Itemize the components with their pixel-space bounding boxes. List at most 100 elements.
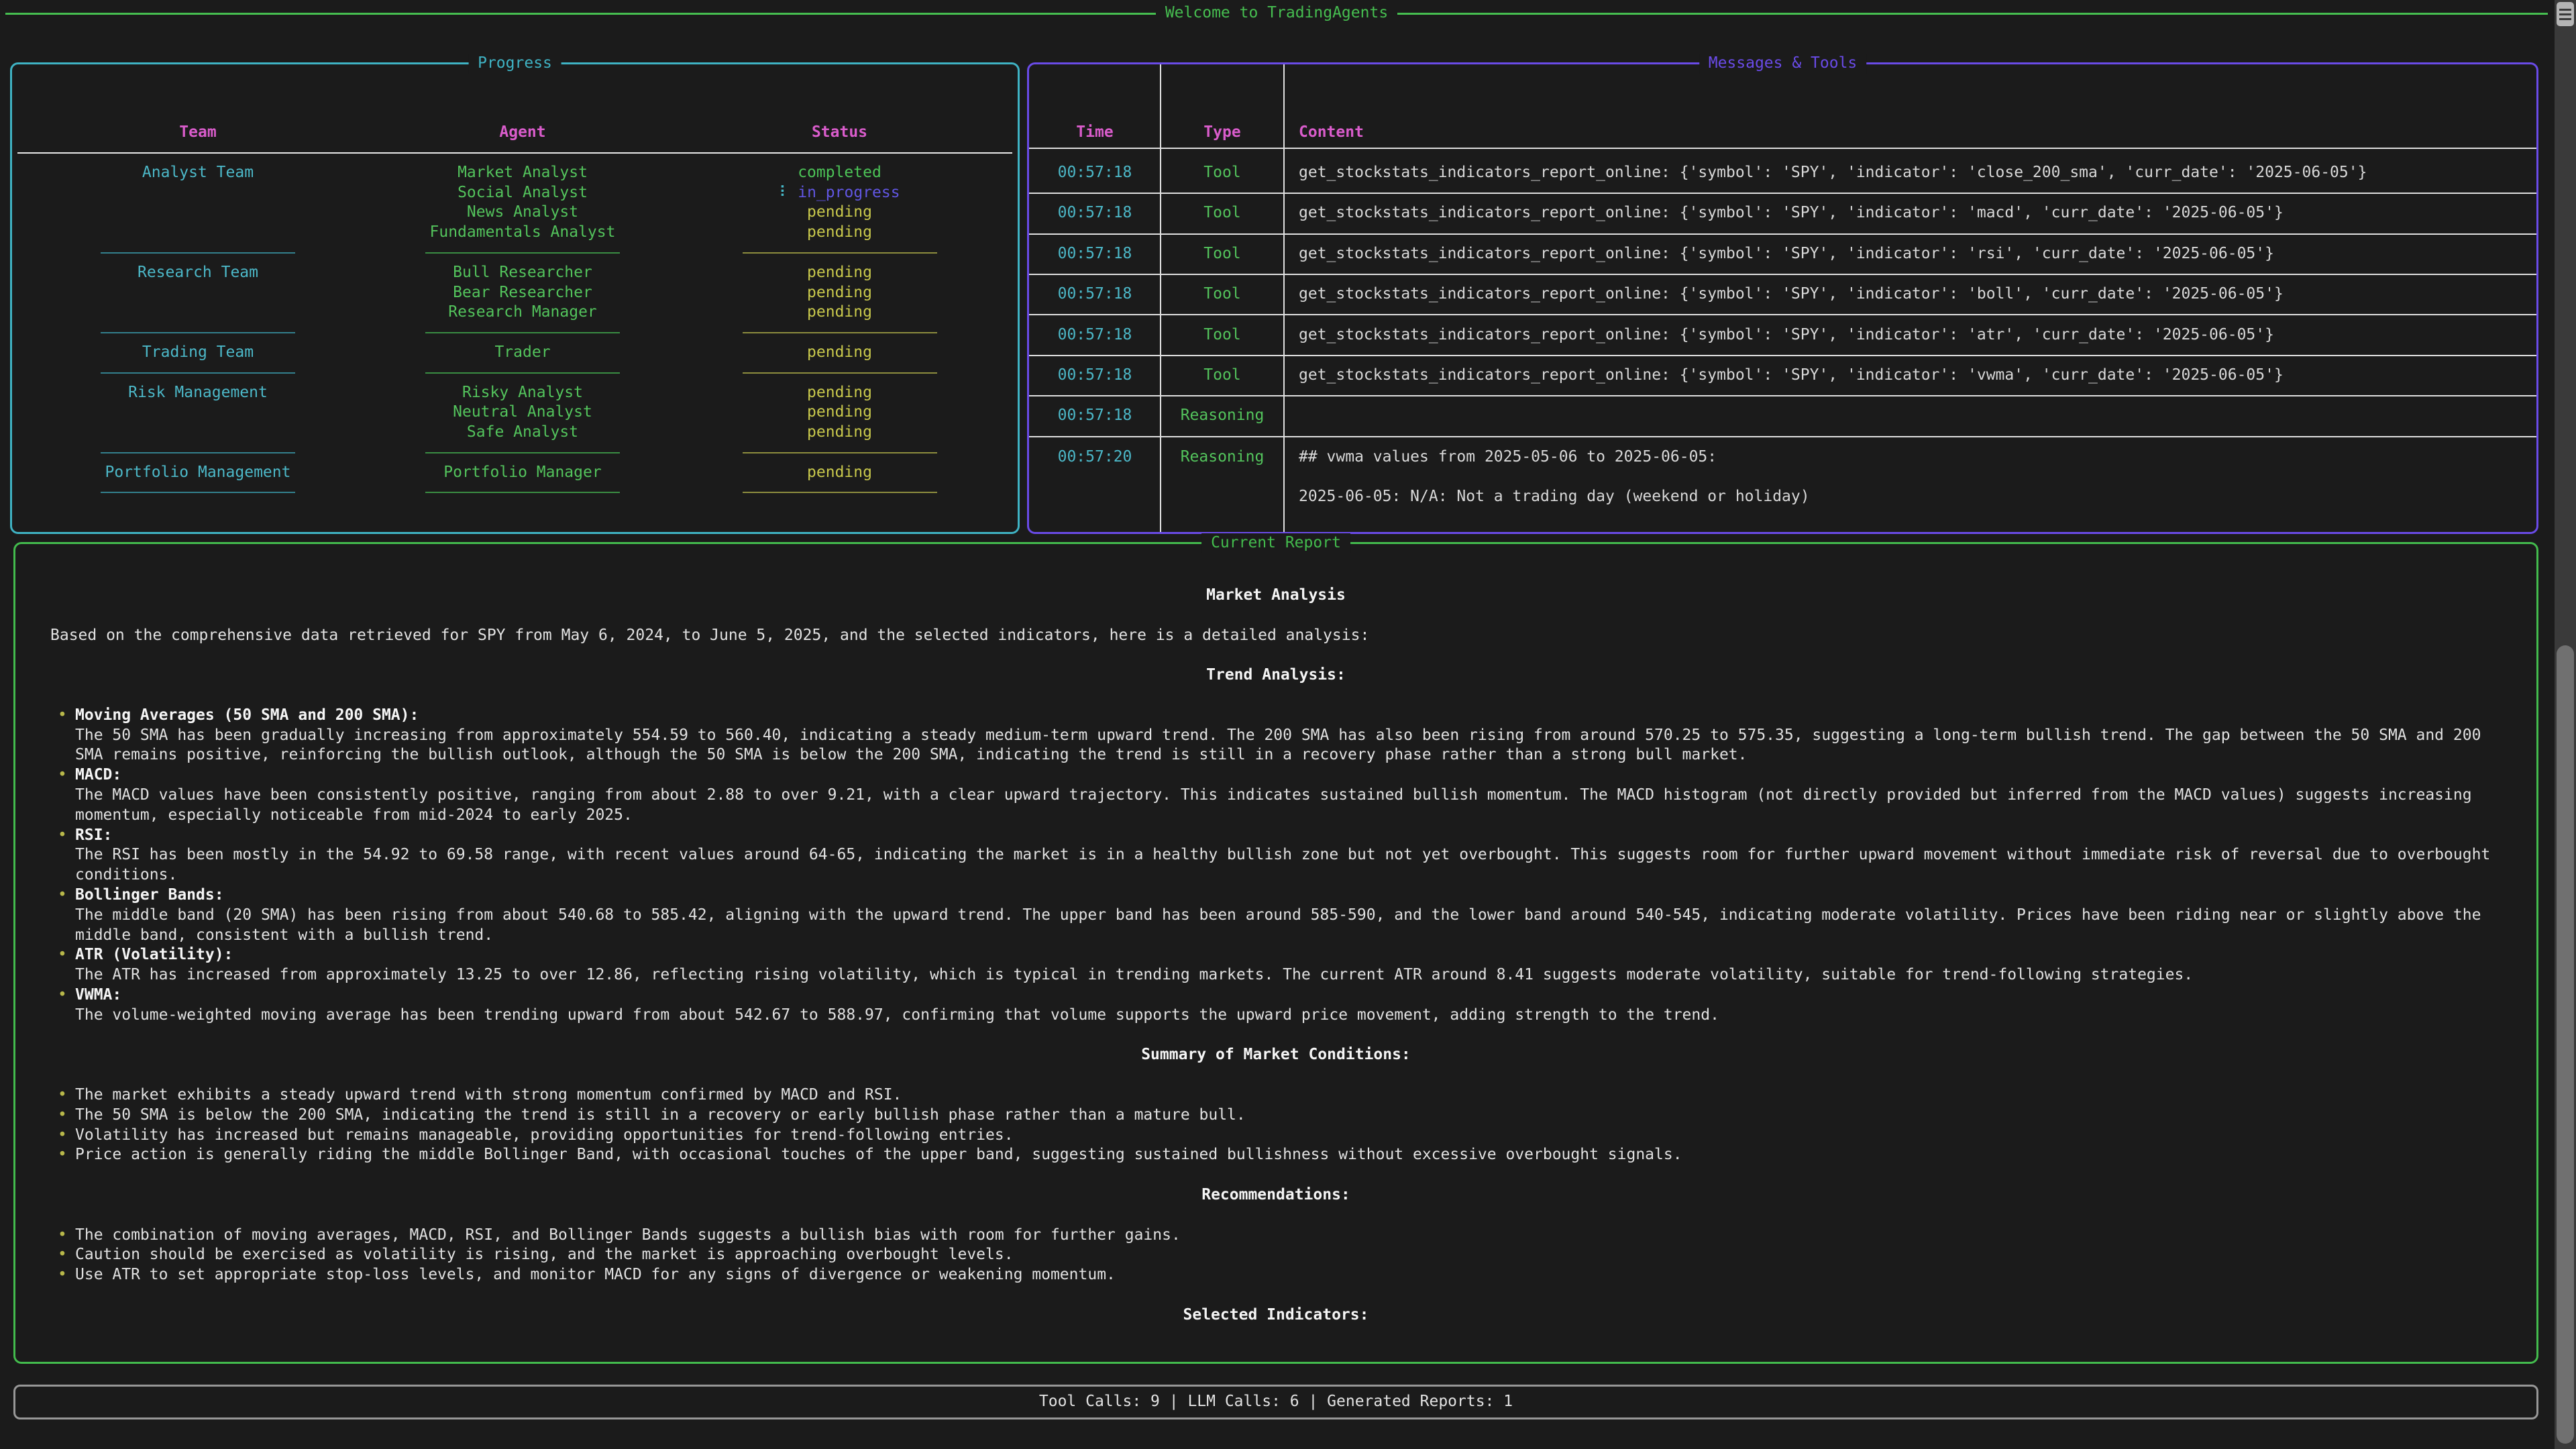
progress-row: Research Manager pending (12, 303, 1018, 323)
status-text: in_progress (798, 183, 900, 201)
bullet-icon: • (58, 985, 67, 1004)
scrollbar-thumb[interactable] (2557, 645, 2574, 1444)
bullet-icon: • (58, 1146, 67, 1164)
message-time: 00:57:20 (1057, 447, 1132, 466)
stats-text: Tool Calls: 9 | LLM Calls: 6 | Generated… (1038, 1393, 1513, 1411)
progress-header-separator (17, 152, 1012, 154)
report-bullet-list: • Moving Averages (50 SMA and 200 SMA): Th… (50, 706, 2502, 1026)
bullet-icon: • (58, 1085, 67, 1104)
message-type: Tool (1203, 285, 1241, 303)
messages-panel-title: Messages & Tools (1699, 54, 1867, 74)
report-bullet: • Caution should be exercised as volatili… (50, 1245, 2502, 1265)
report-bullet: • ATR (Volatility): The ATR has increased … (50, 945, 2502, 985)
agent-name: Safe Analyst (466, 423, 579, 441)
report-section-heading: Summary of Market Conditions: (1141, 1046, 1411, 1064)
bullet-icon: • (58, 1106, 67, 1124)
rule-line-left (5, 12, 1156, 15)
progress-col-status: Status (811, 123, 868, 141)
team-name: Portfolio Management (105, 463, 291, 481)
bullet-title: RSI: (75, 826, 113, 844)
messages-col-content: Content (1299, 123, 1364, 141)
message-time: 00:57:18 (1057, 285, 1132, 303)
messages-table-body: 00:57:18 Tool get_stockstats_indicators_re… (1029, 154, 2536, 507)
progress-col-team: Team (179, 123, 217, 141)
status-badge: pending (807, 423, 872, 441)
status-separator-line (742, 372, 937, 374)
team-separator-line (101, 252, 295, 254)
spinner-icon: ⠇ (779, 183, 791, 201)
report-section-heading: Trend Analysis: (1206, 666, 1346, 684)
report-bullet: • RSI: The RSI has been mostly in the 54.9… (50, 826, 2502, 885)
progress-row: Research Team Bull Researcher pending (12, 263, 1018, 283)
agent-name: Neutral Analyst (453, 403, 592, 421)
message-time: 00:57:18 (1057, 244, 1132, 262)
progress-row: Portfolio Management Portfolio Manager pen… (12, 463, 1018, 483)
message-row: 00:57:18 Tool get_stockstats_indicators_re… (1029, 154, 2536, 195)
bullet-icon: • (58, 766, 67, 784)
message-type: Tool (1203, 164, 1241, 182)
team-name: Research Team (137, 263, 258, 281)
welcome-rule: Welcome to TradingAgents (5, 3, 2548, 24)
current-report-panel: Current Report Market Analysis Based on … (13, 533, 2538, 1364)
team-separator-line (101, 492, 295, 494)
message-content-line: 2025-06-05: N/A: Not a trading day (week… (1299, 488, 1810, 506)
agent-name: Bull Researcher (453, 263, 592, 281)
progress-group-separator (12, 483, 1018, 503)
bullet-title: Moving Averages (50 SMA and 200 SMA): (75, 706, 419, 724)
team-separator-line (101, 451, 295, 453)
report-heading: Market Analysis (1206, 586, 1346, 604)
message-row: 00:57:18 Tool get_stockstats_indicators_re… (1029, 275, 2536, 316)
status-badge: pending (807, 403, 872, 421)
progress-panel: Progress Team Agent Status Analyst Team M… (10, 54, 1020, 534)
bullet-icon: • (58, 1226, 67, 1244)
report-bullet: • Moving Averages (50 SMA and 200 SMA): Th… (50, 706, 2502, 765)
bullet-icon: • (58, 1246, 67, 1264)
message-content: get_stockstats_indicators_report_online:… (1299, 204, 2284, 222)
bullet-text: The middle band (20 SMA) has been rising… (75, 906, 2481, 944)
messages-col-time: Time (1076, 123, 1114, 141)
team-name: Analyst Team (142, 163, 254, 181)
bullet-text: The combination of moving averages, MACD… (75, 1226, 1181, 1244)
status-separator-line (742, 252, 937, 254)
message-content-line: ## vwma values from 2025-05-06 to 2025-0… (1299, 447, 1717, 466)
message-content: get_stockstats_indicators_report_online:… (1299, 244, 2274, 262)
messages-column-divider (1283, 64, 1285, 532)
status-badge: pending (807, 303, 872, 321)
bullet-icon: • (58, 1266, 67, 1284)
report-content: Market Analysis Based on the comprehensi… (15, 544, 2536, 1325)
agent-separator-line (425, 451, 620, 453)
stats-bar: Tool Calls: 9 | LLM Calls: 6 | Generated… (13, 1385, 2538, 1419)
progress-row: Safe Analyst pending (12, 423, 1018, 443)
agent-separator-line (425, 332, 620, 334)
status-separator-line (742, 492, 937, 494)
agent-separator-line (425, 372, 620, 374)
report-bullet: • Volatility has increased but remains ma… (50, 1126, 2502, 1146)
bullet-title: VWMA: (75, 985, 122, 1004)
report-bullet: • The combination of moving averages, MAC… (50, 1226, 2502, 1246)
message-type: Reasoning (1180, 407, 1265, 425)
messages-table-header: Time Type Content (1029, 123, 2536, 143)
report-bullet: • The 50 SMA is below the 200 SMA, indica… (50, 1106, 2502, 1126)
agent-name: Research Manager (448, 303, 597, 321)
status-badge: ⠇ in_progress (661, 183, 1018, 203)
agent-name: Market Analyst (458, 163, 588, 181)
agent-name: Social Analyst (458, 183, 588, 201)
status-badge: pending (807, 203, 872, 221)
progress-row: Risk Management Risky Analyst pending (12, 383, 1018, 403)
message-type: Tool (1203, 325, 1241, 343)
status-badge: pending (807, 383, 872, 401)
bullet-text: Use ATR to set appropriate stop-loss lev… (75, 1266, 1116, 1284)
message-row: 00:57:18 Tool get_stockstats_indicators_re… (1029, 315, 2536, 356)
report-bullet: • VWMA: The volume-weighted moving average… (50, 985, 2502, 1026)
scrollbar-track[interactable] (2555, 0, 2576, 1449)
message-row: 00:57:20 Reasoning ## vwma values from 202… (1029, 437, 2536, 507)
progress-row: Analyst Team Market Analyst completed (12, 163, 1018, 183)
progress-table-body: Analyst Team Market Analyst completed Socia… (12, 163, 1018, 503)
progress-row: Bear Researcher pending (12, 283, 1018, 303)
bullet-text: Price action is generally riding the mid… (75, 1146, 1682, 1164)
message-content: get_stockstats_indicators_report_online:… (1299, 366, 2284, 384)
status-badge: pending (807, 283, 872, 301)
scrollbar-menu-button[interactable] (2557, 2, 2574, 26)
bullet-text: The ATR has increased from approximately… (75, 966, 2194, 984)
report-bullet: • Use ATR to set appropriate stop-loss le… (50, 1265, 2502, 1285)
